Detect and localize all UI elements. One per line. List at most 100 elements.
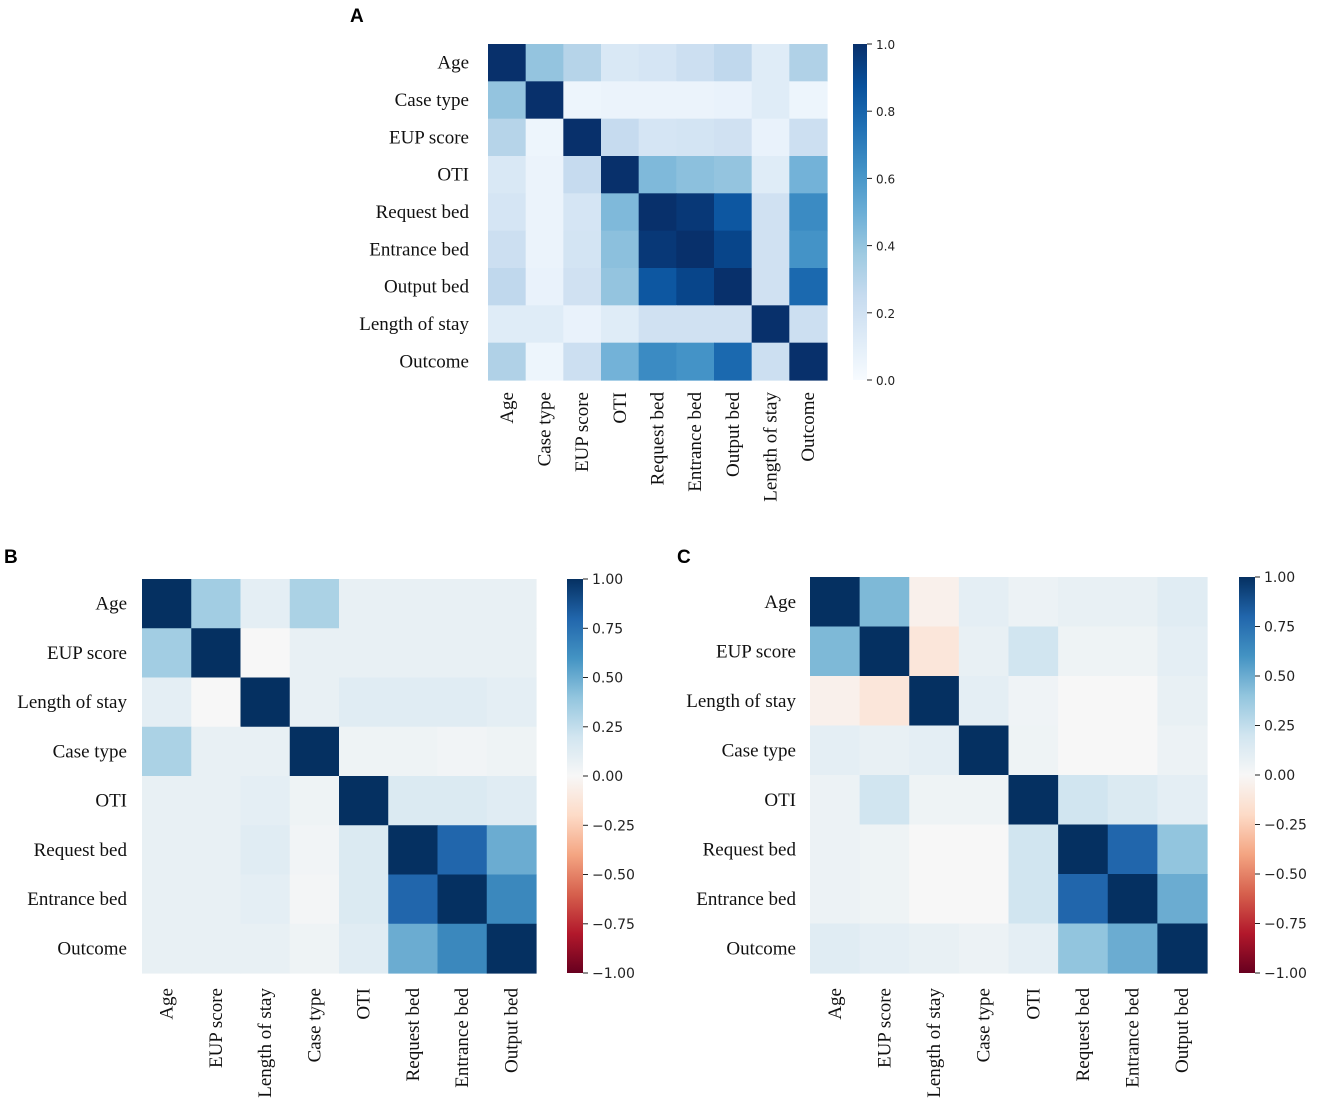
row-label: Outcome bbox=[57, 938, 127, 959]
heatmap-cell bbox=[142, 923, 192, 974]
column-label: EUP score bbox=[206, 988, 227, 1068]
heatmap-cell bbox=[1058, 577, 1109, 628]
heatmap-cell bbox=[676, 342, 715, 381]
heatmap-cell bbox=[601, 230, 640, 269]
heatmap-cell bbox=[638, 118, 677, 157]
heatmap-cell bbox=[751, 81, 790, 120]
heatmap-cell bbox=[191, 677, 242, 728]
heatmap-cell bbox=[339, 628, 389, 679]
row-label: OTI bbox=[95, 791, 127, 812]
heatmap-cell bbox=[958, 923, 1010, 974]
heatmap-cell bbox=[240, 923, 291, 974]
heatmap-cell bbox=[714, 342, 753, 381]
heatmap-cell bbox=[751, 268, 790, 306]
heatmap-cell bbox=[909, 676, 960, 727]
column-label: Outcome bbox=[798, 392, 819, 462]
heatmap-cell bbox=[1058, 824, 1109, 875]
heatmap-cell bbox=[789, 342, 828, 381]
heatmap-cell bbox=[339, 776, 389, 826]
heatmap-cell bbox=[339, 579, 389, 629]
heatmap-cell bbox=[437, 923, 488, 974]
heatmap-cell bbox=[525, 81, 564, 120]
row-label: EUP score bbox=[716, 641, 796, 662]
heatmap-cell bbox=[638, 81, 677, 120]
column-label: Length of stay bbox=[255, 988, 276, 1098]
heatmap-cell bbox=[563, 44, 602, 82]
heatmap-cell bbox=[388, 874, 439, 925]
column-label: Entrance bed bbox=[685, 392, 706, 492]
row-label: Age bbox=[437, 53, 469, 74]
row-label: EUP score bbox=[47, 643, 127, 664]
colorbar-ticks-b: 1.00 0.75 0.50 0.25 0.00 −0.25 −0.50 −0.75 −1.00 bbox=[583, 572, 635, 982]
heatmap-b bbox=[142, 579, 537, 974]
panel-a: A Age Case type EUP score OTI Request bed Ent… bbox=[350, 6, 895, 502]
heatmap-cell bbox=[289, 923, 340, 974]
colorbar-tick-label: 0.50 bbox=[1264, 669, 1295, 685]
colorbar-ticks-a: 0.0 0.2 0.4 0.6 0.8 1.0 bbox=[867, 38, 895, 388]
colorbar-tick-label: 0.2 bbox=[876, 307, 895, 321]
row-labels-c: Age EUP score Length of stay Case type OTI Re… bbox=[686, 592, 796, 960]
column-label: Case type bbox=[304, 988, 325, 1062]
heatmap-cell bbox=[1058, 725, 1109, 776]
column-label: Length of stay bbox=[761, 392, 782, 502]
row-label: Output bed bbox=[384, 277, 469, 298]
heatmap-cell bbox=[289, 776, 340, 826]
row-label: Outcome bbox=[399, 351, 469, 372]
heatmap-cell bbox=[909, 775, 960, 826]
column-label: Case type bbox=[535, 392, 556, 466]
column-label: Output bed bbox=[1172, 988, 1193, 1073]
heatmap-cell bbox=[958, 824, 1010, 875]
heatmap-cell bbox=[859, 626, 910, 677]
heatmap-cell bbox=[751, 342, 790, 381]
heatmap-cell bbox=[958, 577, 1010, 628]
heatmap-cell bbox=[191, 825, 242, 876]
heatmap-cell bbox=[388, 776, 439, 826]
row-label: Entrance bed bbox=[369, 239, 469, 260]
row-label: Request bed bbox=[34, 840, 128, 861]
heatmap-cell bbox=[240, 874, 291, 925]
heatmap-cell bbox=[437, 579, 488, 629]
heatmap-cell bbox=[289, 825, 340, 876]
column-label: Output bed bbox=[723, 392, 744, 477]
row-label: Age bbox=[764, 592, 796, 613]
colorbar-tick-label: 0.00 bbox=[1264, 768, 1295, 784]
heatmap-cell bbox=[714, 156, 753, 194]
heatmap-cell bbox=[714, 44, 753, 82]
heatmap-cell bbox=[676, 193, 715, 232]
heatmap-cell bbox=[751, 230, 790, 269]
heatmap-cell bbox=[563, 118, 602, 157]
heatmap-cell bbox=[676, 81, 715, 120]
heatmap-cell bbox=[240, 628, 291, 679]
heatmap-cell bbox=[1008, 626, 1059, 677]
heatmap-cell bbox=[859, 725, 910, 776]
heatmap-cell bbox=[488, 305, 527, 344]
heatmap-cell bbox=[958, 874, 1010, 925]
heatmap-cell bbox=[525, 193, 564, 232]
heatmap-cell bbox=[676, 156, 715, 194]
heatmap-cell bbox=[638, 268, 677, 306]
heatmap-cell bbox=[563, 268, 602, 306]
column-label: Age bbox=[157, 988, 178, 1020]
row-label: EUP score bbox=[389, 127, 469, 148]
heatmap-cell bbox=[488, 44, 527, 82]
colorbar-tick-label: −0.25 bbox=[1264, 818, 1307, 834]
heatmap-cell bbox=[601, 193, 640, 232]
colorbar-tick-label: −0.75 bbox=[592, 917, 635, 933]
column-label: Entrance bed bbox=[1123, 988, 1144, 1088]
panel-letter-c: C bbox=[677, 547, 691, 568]
heatmap-cell bbox=[1107, 725, 1158, 776]
column-labels-b: Age EUP score Length of stay Case type OTI Re… bbox=[157, 988, 523, 1098]
column-label: Age bbox=[497, 392, 518, 424]
heatmap-cell bbox=[810, 725, 861, 776]
colorbar-tick-label: 0.75 bbox=[1264, 620, 1295, 636]
heatmap-cell bbox=[240, 579, 291, 629]
heatmap-cell bbox=[909, 626, 960, 677]
column-labels-c: Age EUP score Length of stay Case type OTI Re… bbox=[825, 988, 1193, 1098]
heatmap-cell bbox=[488, 156, 527, 194]
heatmap-cell bbox=[486, 874, 537, 925]
colorbar-tick-label: 0.0 bbox=[876, 374, 895, 388]
colorbar-tick-label: 0.6 bbox=[876, 172, 895, 186]
heatmap-cell bbox=[488, 342, 527, 381]
panel-letter-b: B bbox=[4, 547, 18, 568]
